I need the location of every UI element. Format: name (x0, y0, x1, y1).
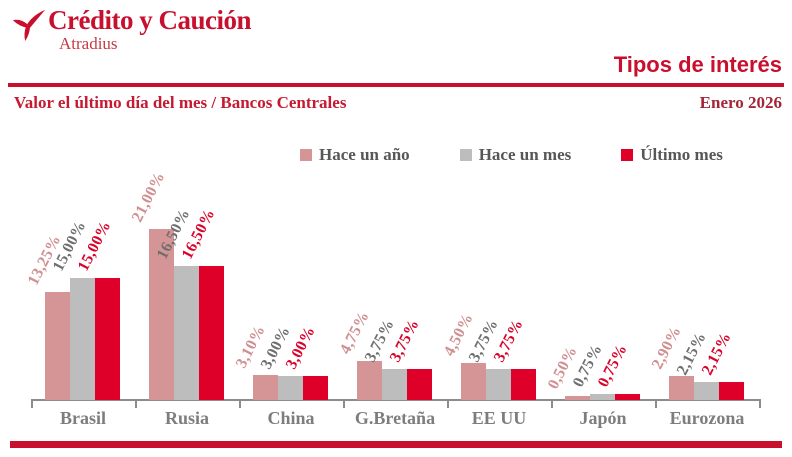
axis-tick (239, 399, 241, 408)
bar (565, 396, 590, 400)
category-label: Rusia (164, 408, 209, 428)
legend: Hace un año Hace un mes Último mes (300, 145, 723, 165)
axis-tick (447, 399, 449, 408)
bar (719, 382, 744, 400)
bar (174, 266, 199, 400)
brand-name: Crédito y Caución (48, 5, 252, 35)
bar (382, 369, 407, 400)
bar (615, 394, 640, 400)
report-title: Tipos de interés (613, 52, 782, 77)
bar (590, 394, 615, 400)
legend-swatch-icon (300, 149, 312, 161)
legend-swatch-icon (621, 149, 634, 161)
bar (669, 376, 694, 400)
bar (149, 229, 174, 400)
bar (511, 369, 536, 400)
legend-item: Último mes (621, 145, 723, 165)
axis-tick (343, 399, 345, 408)
x-axis-line (31, 399, 759, 401)
brand-subname: Atradius (59, 34, 118, 53)
bar-value-label: 21,00% (128, 169, 169, 225)
bar (407, 369, 432, 400)
report-subtitle: Valor el último día del mes / Bancos Cen… (14, 93, 347, 112)
legend-swatch-icon (459, 149, 472, 161)
bar (486, 369, 511, 400)
bar (253, 375, 278, 400)
bottom-rule (10, 441, 782, 448)
axis-tick (551, 399, 553, 408)
axis-tick (655, 399, 657, 408)
legend-label: Hace un año (319, 145, 410, 164)
axis-tick (31, 399, 33, 408)
report-period: Enero 2026 (699, 93, 782, 112)
category-label: Japón (579, 408, 627, 428)
bar (461, 363, 486, 400)
legend-label: Último mes (640, 145, 723, 164)
bar (357, 361, 382, 400)
category-label: G.Bretaña (354, 408, 436, 428)
top-rule (8, 83, 784, 87)
legend-item: Hace un mes (459, 145, 572, 165)
category-label: EE UU (471, 408, 527, 428)
bar (45, 292, 70, 400)
bar (303, 376, 328, 400)
brand-logo-icon (12, 9, 46, 42)
category-label: Brasil (59, 408, 106, 428)
axis-tick (135, 399, 137, 408)
bar (694, 382, 719, 400)
legend-item: Hace un año (300, 145, 410, 165)
category-label: China (267, 408, 315, 428)
bar (199, 266, 224, 400)
legend-label: Hace un mes (478, 145, 572, 164)
category-label: Eurozona (669, 408, 745, 428)
bar (95, 278, 120, 400)
bar (278, 376, 303, 400)
bar (70, 278, 95, 400)
axis-tick (759, 399, 761, 408)
